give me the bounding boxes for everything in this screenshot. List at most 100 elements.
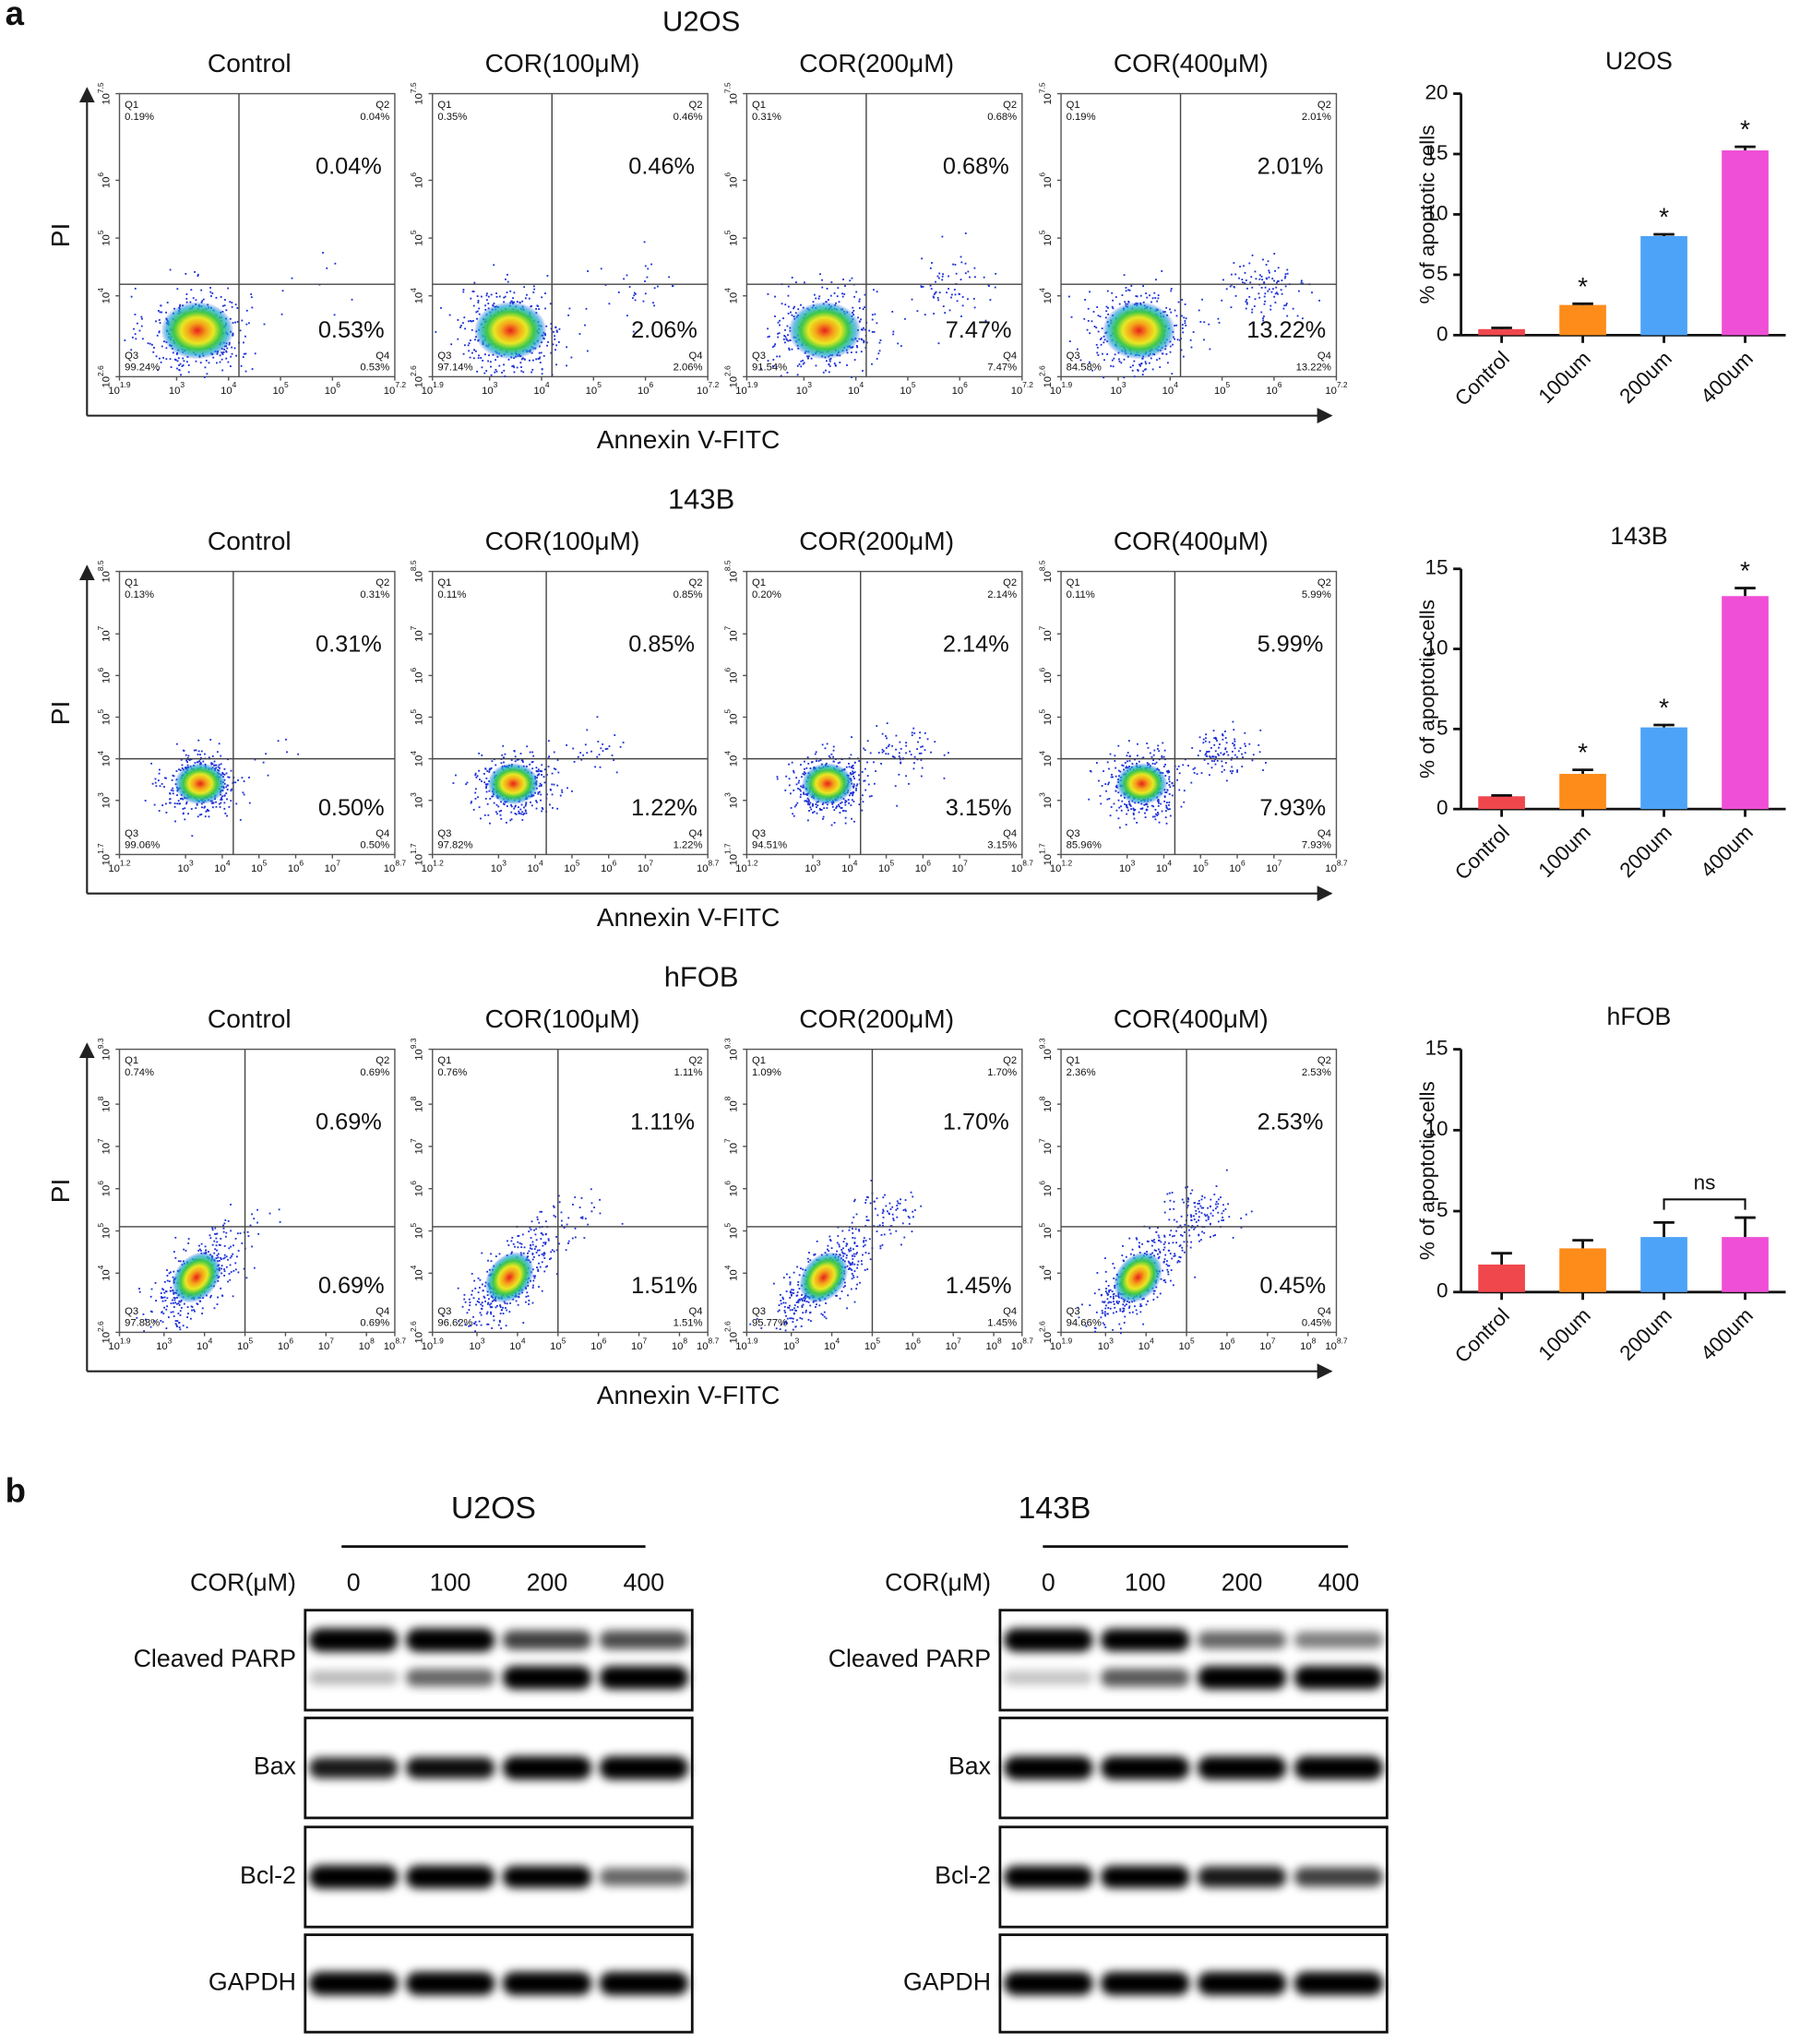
event-dot [1262, 317, 1264, 320]
quadrant-value: 2.14% [987, 589, 1017, 600]
event-dot [515, 813, 518, 815]
event-dot [491, 760, 494, 763]
event-dot [871, 330, 874, 333]
tick-exponent: 5 [576, 859, 580, 868]
event-dot [211, 292, 214, 294]
event-dot [1129, 366, 1132, 369]
x-tick-label: 107.2 [1325, 380, 1348, 396]
event-dot [1144, 816, 1147, 819]
event-dot [224, 1235, 227, 1238]
x-tick-label: 101.2 [735, 859, 758, 874]
event-dot [280, 313, 283, 315]
tick-base: 10 [1043, 671, 1054, 683]
event-dot [200, 756, 202, 759]
tick-base: 10 [169, 386, 181, 397]
tick-exponent: 4 [853, 859, 858, 868]
y-tick-label: 103 [409, 792, 424, 809]
event-dot [169, 798, 172, 801]
event-dot [194, 271, 196, 273]
event-dot [788, 763, 790, 766]
event-dot [136, 322, 138, 325]
event-dot [933, 296, 936, 299]
event-dot [183, 360, 185, 362]
event-dot [1251, 254, 1254, 256]
event-dot [523, 358, 526, 361]
tick-base: 10 [422, 863, 434, 874]
event-dot [920, 752, 923, 755]
event-dot [839, 812, 841, 814]
event-dot [190, 289, 193, 291]
event-dot [204, 815, 207, 818]
event-dot [855, 784, 858, 787]
event-dot [1210, 756, 1212, 759]
y-tick-label: 101.7 [1038, 843, 1054, 866]
quadrant-value: 0.04% [360, 112, 389, 123]
event-dot [138, 329, 141, 332]
event-dot [1222, 734, 1224, 737]
event-dot [560, 1219, 563, 1222]
event-dot [247, 1235, 250, 1237]
event-dot [1133, 809, 1136, 812]
event-dot [228, 343, 231, 346]
event-dot [891, 744, 894, 747]
x-tick-label: 101.2 [1050, 859, 1073, 874]
event-dot [1198, 736, 1201, 739]
event-dot [504, 295, 507, 298]
event-dot [1184, 320, 1186, 322]
event-dot [166, 302, 169, 303]
event-dot [1136, 755, 1138, 757]
quadrant-name: Q1 [752, 100, 766, 111]
tick-base: 10 [1043, 376, 1054, 388]
event-dot [1235, 755, 1238, 758]
quadrant-value: 2.06% [674, 362, 703, 374]
tick-exponent: 4 [1038, 751, 1047, 755]
event-dot [153, 803, 156, 806]
event-dot [540, 799, 542, 802]
event-dot [223, 794, 226, 797]
event-dot [541, 810, 543, 813]
quadrant-name: Q2 [1317, 577, 1331, 588]
event-dot [831, 802, 834, 805]
event-dot [1162, 755, 1165, 758]
event-dot [1284, 273, 1287, 276]
quadrant-name: Q1 [125, 577, 138, 588]
event-dot [811, 804, 814, 807]
event-dot [838, 301, 840, 303]
event-dot [622, 742, 625, 743]
event-dot [1133, 817, 1136, 820]
event-dot [158, 772, 161, 775]
event-dot [473, 281, 476, 284]
quadrant-value: 0.85% [674, 589, 703, 600]
event-dot [531, 767, 534, 770]
event-dot [785, 775, 788, 778]
event-dot [218, 802, 221, 805]
event-dot [1132, 812, 1135, 814]
event-dot [197, 1303, 199, 1305]
event-dot [486, 1294, 489, 1297]
event-dot [1139, 294, 1142, 297]
x-tick-label: 101.9 [735, 380, 758, 396]
event-dot [175, 770, 178, 772]
event-dot [471, 328, 473, 331]
tick-base: 10 [414, 714, 425, 726]
y-tick-label: 104 [723, 288, 739, 304]
y-tick-label: 106 [1038, 667, 1054, 683]
q2-percent: 0.04% [316, 153, 382, 179]
event-dot [169, 268, 172, 271]
event-dot [817, 297, 820, 300]
y-tick-label: 101.7 [723, 843, 739, 866]
event-dot [1248, 295, 1251, 298]
event-dot [793, 307, 795, 310]
event-dot [130, 295, 133, 298]
event-dot [810, 357, 813, 360]
event-dot [472, 808, 475, 811]
event-dot [1089, 291, 1091, 293]
event-dot [532, 1279, 535, 1282]
event-dot [852, 766, 854, 769]
tick-exponent: 8.7 [709, 859, 720, 868]
event-dot [1262, 258, 1264, 261]
event-dot [541, 774, 542, 776]
event-dot [1091, 369, 1094, 372]
event-dot [1268, 288, 1270, 291]
event-dot [1222, 738, 1224, 741]
